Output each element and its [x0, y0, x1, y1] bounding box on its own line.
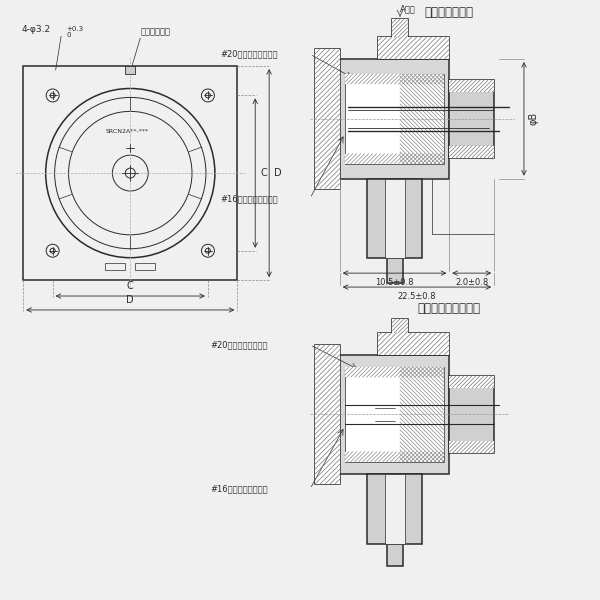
Bar [400, 367, 444, 462]
Bar [449, 376, 494, 453]
Bar [345, 367, 445, 377]
Bar [392, 319, 408, 333]
Text: 0: 0 [66, 32, 71, 38]
Bar [340, 355, 449, 474]
Bar [378, 333, 449, 355]
Bar [449, 376, 494, 388]
Bar [315, 49, 340, 188]
Bar [106, 263, 125, 270]
Bar [345, 452, 445, 462]
Bar [449, 80, 494, 158]
Bar [315, 49, 340, 188]
Text: Aネジ: Aネジ [400, 4, 415, 13]
Bar [315, 345, 340, 484]
Text: SRCN2A**-***: SRCN2A**-*** [106, 129, 149, 134]
Bar [378, 333, 449, 355]
Text: 22.5±0.8: 22.5±0.8 [398, 292, 436, 301]
Bar [135, 263, 155, 270]
Text: 2.0±0.8: 2.0±0.8 [455, 278, 488, 287]
Bar [378, 37, 449, 59]
Bar [385, 474, 404, 544]
Bar [367, 474, 422, 544]
Bar [378, 37, 449, 59]
Bar [449, 442, 494, 453]
Bar [392, 19, 408, 37]
Text: #16コンタクトの場合: #16コンタクトの場合 [220, 194, 278, 203]
Text: 4-φ3.2: 4-φ3.2 [21, 25, 50, 34]
Text: メインキィ溝: メインキィ溝 [140, 27, 170, 36]
Bar [315, 345, 340, 484]
Bar [345, 367, 445, 462]
Text: C: C [260, 168, 267, 178]
Bar [385, 179, 404, 258]
Bar [392, 19, 408, 37]
Bar [392, 319, 408, 333]
Text: #16コンタクトの場合: #16コンタクトの場合 [211, 485, 268, 494]
Bar [400, 74, 444, 164]
Text: C: C [127, 281, 134, 291]
Text: ソケットインサート: ソケットインサート [418, 302, 481, 315]
Bar [345, 154, 445, 164]
Bar [23, 66, 237, 280]
Bar [449, 80, 494, 92]
Text: 10.5±0.8: 10.5±0.8 [376, 278, 414, 287]
Text: φB: φB [529, 112, 539, 125]
Bar [125, 66, 135, 74]
Bar [340, 59, 449, 179]
Bar [386, 258, 403, 283]
Bar [345, 74, 445, 164]
Text: +0.3: +0.3 [66, 26, 83, 32]
Text: #20コンタクトの場合: #20コンタクトの場合 [220, 50, 278, 59]
Bar [449, 146, 494, 158]
Text: #20コンタクトの場合: #20コンタクトの場合 [211, 340, 268, 349]
Text: D: D [127, 295, 134, 305]
Bar [345, 74, 445, 84]
Text: ピンインサート: ピンインサート [425, 7, 474, 19]
Bar [386, 544, 403, 566]
Bar [367, 179, 422, 258]
Text: D: D [274, 168, 282, 178]
